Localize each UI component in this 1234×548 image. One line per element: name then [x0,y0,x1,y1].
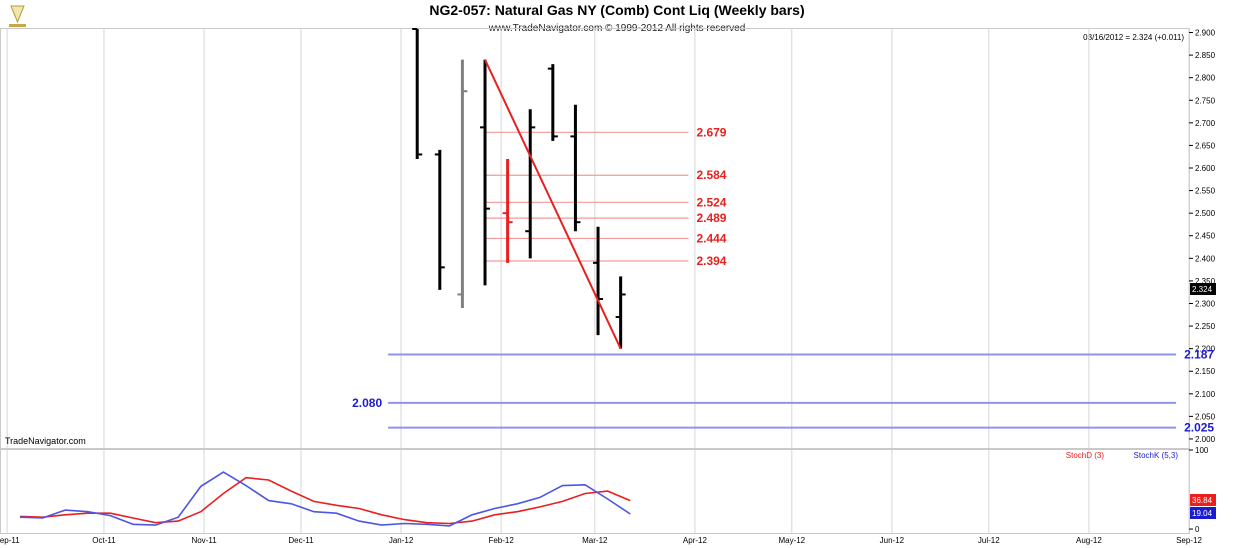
price-tick-label: 2.050 [1195,412,1216,421]
price-tick-label: 2.350 [1195,277,1216,286]
price-tick-label: 2.700 [1195,119,1216,128]
fib-level-label: 2.679 [696,125,726,139]
time-axis: Sep-11 Oct-11 Nov-11 Dec-11 Jan-12 Feb-12 Mar-… [0,536,1202,545]
price-tick-label: 2.600 [1195,164,1216,173]
time-tick-label: Jun-12 [880,536,905,545]
chart-title: NG2-057: Natural Gas NY (Comb) Cont Liq … [429,2,804,18]
price-tick-label: 2.150 [1195,367,1216,376]
ohlc-bar [480,59,491,286]
time-tick-label: Jan-12 [389,536,414,545]
stochk-series-line [19,471,631,527]
target-levels: 2.187 2.080 2.025 [352,348,1214,435]
time-tick-label: Aug-12 [1076,536,1102,545]
fib-level-label: 2.524 [696,195,726,209]
price-tick-label: 2.100 [1195,390,1216,399]
ohlc-bar [502,158,513,263]
time-tick-label: Mar-12 [582,536,608,545]
stochk-value-label: 19.04 [1192,509,1213,518]
trendline-segment [484,59,622,350]
price-tick-label: 2.400 [1195,254,1216,263]
ohlc-bar [412,28,423,159]
last-price-flag [1190,283,1216,295]
tradenavigator-logo-icon [9,5,26,27]
price-tick-label: 2.750 [1195,96,1216,105]
price-tick-label: 2.200 [1195,345,1216,354]
price-tick-label: 2.250 [1195,322,1216,331]
time-tick-label: Dec-11 [288,536,314,545]
time-tick-label: Apr-12 [683,536,708,545]
price-axis: 2.000 2.050 2.100 2.150 2.200 2.250 2.300 2.350… [1189,29,1216,444]
ohlc-bar [593,226,604,336]
ohlc-bar [570,104,581,232]
stoch-tick-label: 0 [1195,525,1200,534]
price-tick-label: 2.500 [1195,209,1216,218]
time-tick-label: Feb-12 [488,536,514,545]
fib-level-label: 2.489 [696,211,726,225]
price-tick-label: 2.900 [1195,29,1216,38]
ohlc-bars [412,28,626,349]
price-tick-label: 2.450 [1195,232,1216,241]
stochastic-panel: 100 0 [19,446,1209,534]
target-level-label: 2.080 [352,396,382,410]
ohlc-bar [457,59,468,308]
fib-level-label: 2.394 [696,254,726,268]
last-price-label: 2.324 [1192,285,1213,294]
price-tick-label: 2.650 [1195,141,1216,150]
time-tick-label: Sep-12 [1176,536,1202,545]
ohlc-bar [615,276,626,349]
ohlc-bar [434,149,445,290]
time-tick-label: Nov-11 [191,536,217,545]
price-tick-label: 2.800 [1195,74,1216,83]
time-tick-label: Sep-11 [0,536,20,545]
legend-stochd: StochD (3) [1066,451,1105,460]
stoch-tick-label: 100 [1195,446,1209,455]
ohlc-bar [547,64,558,141]
time-tick-label: Jul-12 [978,536,1000,545]
stochd-value-label: 36.84 [1192,496,1213,505]
watermark: TradeNavigator.com [5,436,86,446]
price-tick-label: 2.550 [1195,187,1216,196]
stochd-value-flag [1190,494,1216,506]
fib-level-label: 2.444 [696,231,726,245]
ohlc-bar [525,109,536,259]
time-tick-label: May-12 [778,536,805,545]
target-level-label: 2.187 [1184,348,1214,362]
price-readout: 03/16/2012 = 2.324 (+0.011) [1083,33,1184,42]
fibonacci-levels: 2.679 2.584 2.524 2.489 2.444 2.394 [485,125,727,268]
price-tick-label: 2.850 [1195,51,1216,60]
stochk-value-flag [1190,507,1216,519]
price-tick-label: 2.000 [1195,435,1216,444]
target-level-label: 2.025 [1184,421,1214,435]
legend-stochk: StochK (5,3) [1134,451,1179,460]
time-tick-label: Oct-11 [92,536,116,545]
price-tick-label: 2.300 [1195,299,1216,308]
stochd-series-line [19,476,631,525]
fib-level-label: 2.584 [696,168,726,182]
trendline [484,59,622,350]
